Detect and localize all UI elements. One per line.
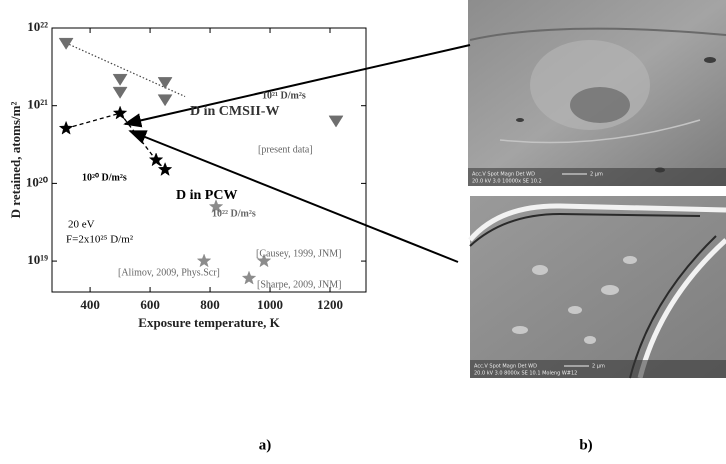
data-point: [157, 77, 173, 90]
data-point: [256, 253, 272, 268]
data-point: [148, 152, 164, 167]
x-axis-label: Exposure temperature, K: [138, 315, 280, 330]
annotation: [present data]: [258, 144, 313, 155]
image-caption: Acc.V Spot Magn Det WD: [472, 172, 535, 178]
sem-image-top: [468, 0, 726, 186]
x-tick-label: 600: [140, 297, 160, 312]
panel-label: a): [259, 437, 272, 453]
y-axis-label: D retained, atoms/m²: [8, 102, 23, 219]
image-caption: 2 μm: [592, 364, 605, 370]
annotation: [Causey, 1999, JNM]: [256, 248, 341, 259]
y-tick-label: 10²⁰: [26, 174, 49, 189]
annotation: 10²² D/m²s: [212, 208, 256, 219]
y-tick-label: 10²¹: [27, 97, 48, 112]
data-point: [208, 199, 224, 213]
data-point: [157, 94, 173, 107]
series-label: D in CMSII-W: [190, 104, 279, 119]
y-tick-label: 10¹⁹: [27, 252, 48, 267]
annotation: F=2x10²⁵ D/m²: [66, 234, 134, 246]
data-point: [58, 37, 74, 50]
image-caption: 20.0 kV 3.0 8000x SE 10.1 Moleng W#12: [474, 371, 577, 377]
data-point: [196, 253, 212, 268]
plot-frame: [51, 27, 367, 293]
data-point: [58, 120, 74, 135]
data-point: [112, 73, 128, 86]
arrow: [123, 44, 471, 128]
x-tick-label: 1200: [317, 297, 343, 312]
image-caption: Acc.V Spot Magn Det WD: [474, 364, 537, 370]
annotation: [Sharpe, 2009, JNM]: [257, 279, 341, 290]
panel-label: b): [579, 437, 592, 453]
x-tick-label: 1000: [257, 297, 283, 312]
image-caption: 20.0 kV 3.0 10000x SE 10.2: [472, 179, 542, 185]
data-point: [112, 86, 128, 99]
annotation: 20 eV: [68, 219, 95, 231]
annotation: 10²¹ D/m²s: [262, 90, 306, 101]
data-point: [157, 161, 173, 176]
arrow: [128, 130, 459, 263]
annotation: [Alimov, 2009, Phys.Scr]: [118, 267, 220, 278]
annotation: 10²⁰ D/m²s: [82, 172, 127, 183]
trend-line: [65, 112, 166, 171]
x-tick-label: 800: [200, 297, 220, 312]
x-tick-label: 400: [80, 297, 100, 312]
series-label: D in PCW: [176, 188, 237, 203]
data-point: [112, 105, 128, 120]
sem-image-bottom: [468, 196, 726, 379]
data-point: [241, 270, 257, 285]
data-point: [328, 115, 344, 128]
image-caption: 2 μm: [590, 172, 603, 178]
y-tick-label: 10²²: [27, 19, 48, 34]
